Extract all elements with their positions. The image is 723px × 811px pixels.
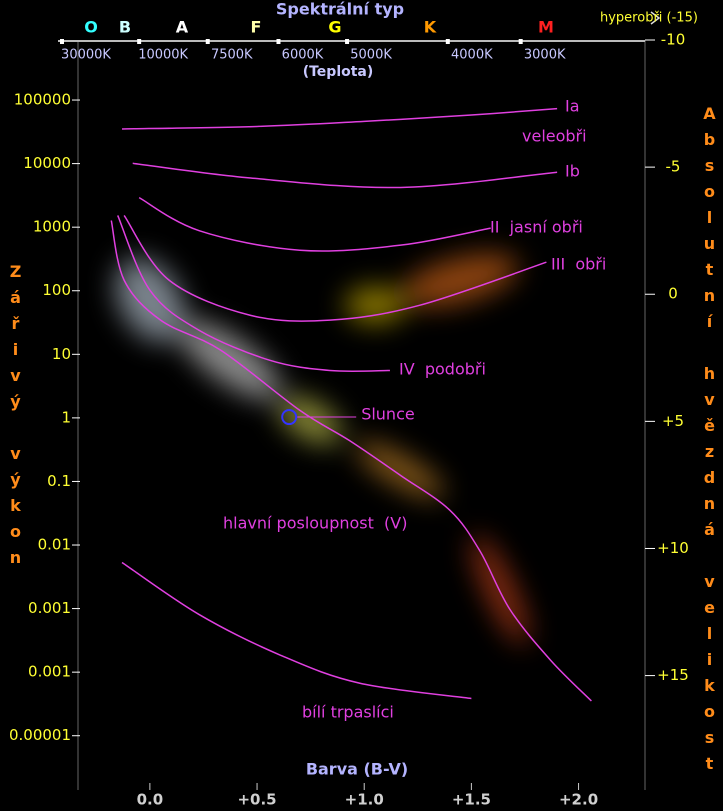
chart-title: Spektrální typ <box>276 0 404 19</box>
spectral-class: B <box>119 18 131 37</box>
y2-axis-title: Absolutní hvězdná velikost <box>700 104 719 780</box>
y2-tick-label: +10 <box>657 539 689 557</box>
sun <box>281 409 298 426</box>
x-tick-label: +1.0 <box>345 791 384 809</box>
x2-tick <box>59 39 64 44</box>
curve <box>132 162 558 189</box>
y-axis-title: Zářivý výkon <box>6 262 25 574</box>
y-tick-label: 100000 <box>14 91 71 109</box>
curve <box>117 215 390 373</box>
x2-axis-title: (Teplota) <box>303 64 374 80</box>
curve <box>121 107 558 130</box>
curve-label: II jasní obři <box>490 218 583 237</box>
curve <box>121 561 472 700</box>
y-tick-label: 0.1 <box>47 472 71 490</box>
y-tick-label: 10000 <box>23 154 71 172</box>
y2-tick-label: +5 <box>662 412 684 430</box>
x2-tick <box>205 39 210 44</box>
x-tick-label: 0.0 <box>137 791 164 809</box>
y2-tick-label: -10 <box>661 31 686 49</box>
curve <box>123 214 547 322</box>
curve-label: III obři <box>551 255 606 274</box>
y-tick-label: 1 <box>61 408 71 426</box>
corner-note: hyperobři (-15) <box>600 11 698 26</box>
y-tick-label: 0.01 <box>38 536 71 554</box>
x-axis-title: Barva (B-V) <box>306 760 408 779</box>
x2-tick <box>445 39 450 44</box>
spectral-class: O <box>84 18 98 37</box>
x-tick-label: +0.5 <box>237 791 276 809</box>
curve-label: Ib <box>565 162 580 181</box>
spectral-class: A <box>176 18 189 37</box>
x2-tick <box>137 39 142 44</box>
y-tick-label: 0.001 <box>28 663 71 681</box>
y2-tick-label: +15 <box>657 666 689 684</box>
curve-label: IV podobři <box>399 360 486 379</box>
star-cloud <box>115 253 529 645</box>
x2-tick-label: 3000K <box>524 48 566 63</box>
x2-tick <box>345 39 350 44</box>
x2-tick-label: 4000K <box>451 48 493 63</box>
x-tick-label: +1.5 <box>452 791 491 809</box>
y-tick-label: 10 <box>52 345 71 363</box>
y-tick-label: 1000 <box>33 218 71 236</box>
sun-label: Slunce <box>361 405 415 424</box>
curve-label: hlavní posloupnost (V) <box>223 514 407 533</box>
spectral-class: K <box>424 18 437 37</box>
y2-tick-label: -5 <box>666 158 681 176</box>
curve <box>110 220 592 702</box>
y-tick-label: 0.001 <box>28 599 71 617</box>
x2-tick-label: 5000K <box>350 48 392 63</box>
y-tick-label: 0.00001 <box>9 726 71 744</box>
x2-tick-label: 6000K <box>282 48 324 63</box>
x2-tick-label: 30000K <box>61 48 111 63</box>
y-tick-label: 100 <box>42 281 71 299</box>
x2-tick-label: 7500K <box>211 48 253 63</box>
y2-tick-label: 0 <box>668 285 678 303</box>
curve <box>138 196 491 252</box>
x2-tick <box>276 39 281 44</box>
spectral-class: M <box>538 18 554 37</box>
chevron <box>650 11 661 25</box>
x-tick-label: +2.0 <box>559 791 598 809</box>
spectral-class: F <box>251 18 262 37</box>
x2-tick <box>518 39 523 44</box>
curve-label: bílí trpaslíci <box>302 703 394 722</box>
annotation: veleobři <box>522 127 587 146</box>
x2-tick-label: 10000K <box>138 48 188 63</box>
spectral-class: G <box>328 18 341 37</box>
curve-label: Ia <box>565 97 580 116</box>
